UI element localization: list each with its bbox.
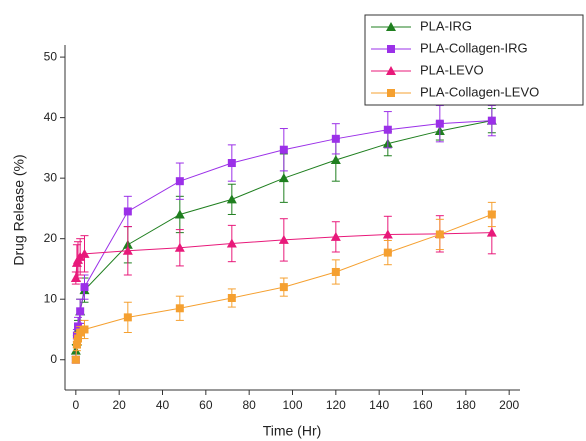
marker [386,66,396,75]
y-tick-label: 0 [50,352,57,366]
y-tick-label: 30 [44,170,58,184]
marker [175,304,184,313]
marker [74,334,82,343]
marker [227,159,236,168]
x-tick-label: 0 [72,398,79,412]
marker [80,325,89,334]
marker [174,209,185,219]
x-tick-label: 200 [499,398,519,412]
marker [435,119,444,128]
marker [331,267,340,276]
x-tick-label: 120 [326,398,346,412]
marker [331,134,340,143]
x-tick-label: 180 [456,398,476,412]
legend-text: PLA-IRG [420,18,472,33]
marker [70,273,81,283]
marker [278,234,289,244]
marker [382,229,393,239]
y-tick-label: 40 [44,110,58,124]
x-tick-label: 60 [199,398,213,412]
marker [71,355,80,364]
x-tick-label: 140 [369,398,389,412]
marker [330,155,341,164]
marker [226,238,237,248]
marker [487,116,496,125]
x-tick-label: 80 [242,398,256,412]
marker [122,245,133,255]
marker [487,210,496,219]
x-axis-title: Time (Hr) [263,423,322,439]
marker [123,207,132,216]
marker [383,248,392,257]
marker [387,45,395,53]
legend-text: PLA-LEVO [420,62,484,77]
marker [383,125,392,134]
marker [75,251,86,261]
y-tick-label: 10 [44,291,58,305]
marker [387,89,395,97]
marker [76,307,85,316]
x-tick-label: 40 [156,398,170,412]
marker [330,231,341,241]
legend-text: PLA-Collagen-LEVO [420,84,539,99]
y-axis-title: Drug Release (%) [11,154,27,265]
x-tick-label: 160 [412,398,432,412]
marker [174,242,185,252]
marker [435,230,444,239]
marker [278,173,289,183]
marker [123,313,132,322]
marker [486,227,497,237]
marker [226,194,237,204]
marker [279,283,288,292]
marker [80,283,89,292]
marker [279,145,288,154]
marker [227,294,236,302]
marker [175,177,184,186]
legend-text: PLA-Collagen-IRG [420,40,528,55]
marker [386,22,396,31]
y-tick-label: 20 [44,231,58,245]
y-tick-label: 50 [44,49,58,63]
marker [79,248,90,258]
marker [76,328,85,337]
marker [72,340,81,349]
x-tick-label: 100 [282,398,302,412]
x-tick-label: 20 [112,398,126,412]
legend-box [364,14,584,106]
